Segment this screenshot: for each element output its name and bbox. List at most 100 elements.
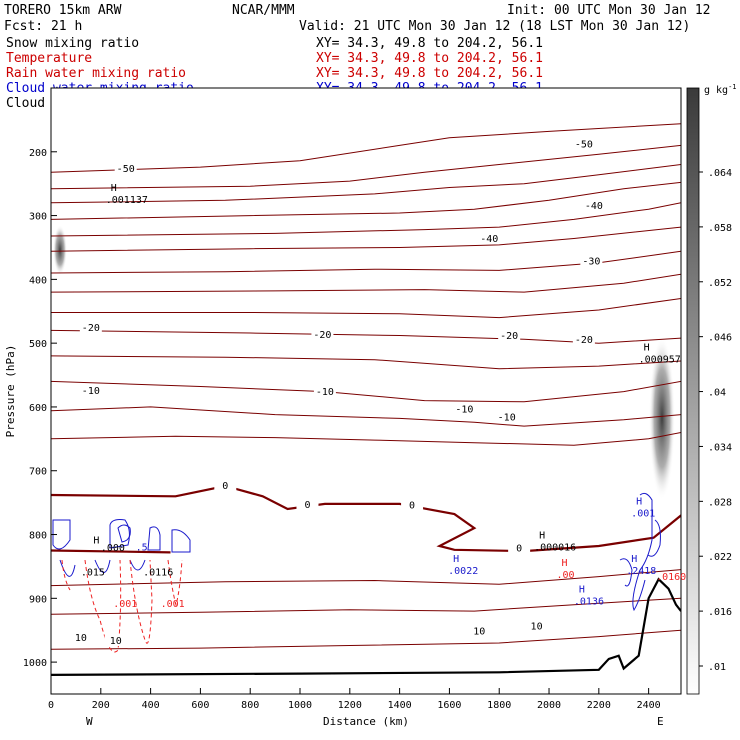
contour-label-bg bbox=[572, 333, 595, 345]
contour-label-bg bbox=[401, 499, 424, 511]
contour-label-bg bbox=[498, 330, 521, 342]
isotherm-label: -40 bbox=[585, 201, 603, 212]
y-tick-label: 800 bbox=[29, 531, 47, 542]
isotherm-label: -20 bbox=[575, 335, 593, 346]
colorbar-tick-label: .01 bbox=[708, 662, 726, 673]
contour-value-label: .001 bbox=[161, 599, 185, 610]
extremum-value: .0136 bbox=[574, 597, 604, 608]
isotherm-line bbox=[51, 406, 681, 427]
field-xy: XY= 34.3, 49.8 to 204.2, 56.1 bbox=[316, 66, 543, 81]
isotherm-label: 10 bbox=[110, 636, 122, 647]
contour-label-bg bbox=[214, 479, 237, 491]
extremum-marker: H bbox=[453, 554, 459, 565]
extremum-value: .001137 bbox=[106, 195, 148, 206]
cluster-label: .0116 bbox=[143, 567, 173, 578]
isotherm-label: -20 bbox=[82, 323, 100, 334]
x-axis: 0 200 400 600 800 1000 1200 1400 1600 1800 2000 220… bbox=[48, 688, 661, 711]
isotherm-line bbox=[51, 164, 681, 204]
field-xy: XY= 34.3, 49.8 to 204.2, 56.1 bbox=[316, 51, 543, 66]
extremum-marker: H bbox=[579, 585, 585, 596]
isotherm-line bbox=[51, 273, 681, 293]
x-tick-label: 2000 bbox=[537, 700, 561, 711]
isotherm-line bbox=[51, 226, 681, 252]
colorbar-tick-label: .058 bbox=[708, 223, 732, 234]
isotherm-label: -20 bbox=[500, 331, 518, 342]
isotherm-line bbox=[51, 432, 681, 446]
extremum-marker: H bbox=[111, 183, 117, 194]
freezing-line-west bbox=[51, 549, 171, 554]
extremum-value: .00 bbox=[556, 570, 574, 581]
colorbar-tick-label: .046 bbox=[708, 333, 732, 344]
contour-label-bg bbox=[296, 499, 319, 511]
isotherm-label: -50 bbox=[575, 140, 593, 151]
isotherm-line bbox=[51, 298, 681, 319]
cloud-water-contours-west bbox=[52, 519, 191, 577]
colorbar-tick-label: .04 bbox=[708, 388, 726, 399]
y-axis: 200 300 400 500 600 700 800 900 1000 bbox=[23, 148, 57, 669]
contour-label-bg bbox=[508, 542, 531, 554]
field-name: Temperature bbox=[6, 51, 92, 66]
x-tick-label: 1200 bbox=[338, 700, 362, 711]
extremum-marker: H bbox=[561, 558, 567, 569]
contour-label-bg bbox=[572, 138, 595, 150]
extremum-value: .001 bbox=[631, 509, 655, 520]
plot-frame bbox=[50, 87, 682, 695]
x-tick-label: 800 bbox=[241, 700, 259, 711]
y-axis-label: Pressure (hPa) bbox=[4, 345, 17, 438]
isotherm-line bbox=[51, 569, 681, 587]
isotherm-label: -30 bbox=[582, 256, 600, 267]
terrain-line bbox=[51, 577, 681, 676]
east-end-label: E bbox=[657, 715, 664, 728]
contour-label-bg bbox=[495, 411, 518, 423]
colorbar-tick-label: .016 bbox=[708, 607, 732, 618]
isotherm-line bbox=[51, 202, 681, 237]
y-tick-label: 200 bbox=[29, 148, 47, 159]
isotherm-label: 10 bbox=[75, 633, 87, 644]
contour-label-bg bbox=[313, 386, 336, 398]
isotherm-label: 10 bbox=[531, 621, 543, 632]
contour-label-bg bbox=[104, 634, 127, 646]
extremum-value: .000957 bbox=[639, 354, 681, 365]
contour-label-bg bbox=[525, 620, 548, 632]
isotherm-label: -10 bbox=[455, 404, 473, 415]
colorbar-unit: g kg-1 bbox=[704, 83, 737, 96]
isotherm-line bbox=[51, 123, 681, 173]
valid-time: Valid: 21 UTC Mon 30 Jan 12 (18 LST Mon … bbox=[299, 19, 690, 34]
center-title: NCAR/MMM bbox=[232, 3, 295, 18]
y-tick-label: 600 bbox=[29, 403, 47, 414]
contour-label-bg bbox=[468, 625, 491, 637]
snow-shading-east bbox=[649, 336, 675, 500]
isotherm-label: 10 bbox=[473, 626, 485, 637]
isotherm-line bbox=[51, 629, 681, 650]
x-tick-label: 400 bbox=[142, 700, 160, 711]
colorbar-ticks: .01 .016 .022 .028 .034 .04 .046 .052 .058 .064 bbox=[699, 168, 732, 673]
cloud-water-contours-east bbox=[619, 492, 661, 612]
temperature-contours bbox=[51, 123, 681, 650]
isotherm-label: 0 bbox=[222, 481, 228, 492]
y-tick-label: 500 bbox=[29, 339, 47, 350]
isotherm-label: -10 bbox=[316, 387, 334, 398]
isotherm-label: -10 bbox=[82, 386, 100, 397]
extremum-marker: H bbox=[636, 497, 642, 508]
contour-label-bg bbox=[114, 162, 137, 174]
cluster-label: .015 bbox=[81, 567, 105, 578]
field-name: Snow mixing ratio bbox=[6, 36, 139, 51]
colorbar-tick-label: .022 bbox=[708, 552, 732, 563]
colorbar-tick-label: .064 bbox=[708, 168, 732, 179]
y-tick-label: 900 bbox=[29, 594, 47, 605]
x-tick-label: 1600 bbox=[437, 700, 461, 711]
x-tick-label: 1400 bbox=[388, 700, 412, 711]
contour-label-bg bbox=[79, 321, 102, 333]
isotherm-label: 0 bbox=[516, 543, 522, 554]
isotherm-label: -50 bbox=[117, 164, 135, 175]
isotherm-line bbox=[51, 181, 681, 220]
extremum-marker: H bbox=[631, 554, 637, 565]
isotherm-label: 0 bbox=[409, 501, 415, 512]
field-xy: XY= 34.3, 49.8 to 204.2, 56.1 bbox=[316, 36, 543, 51]
y-tick-label: 300 bbox=[29, 212, 47, 223]
isotherm-line bbox=[51, 250, 681, 274]
contour-label-bg bbox=[582, 199, 605, 211]
isotherm-line bbox=[51, 597, 681, 615]
snow-shading-west bbox=[53, 225, 67, 275]
